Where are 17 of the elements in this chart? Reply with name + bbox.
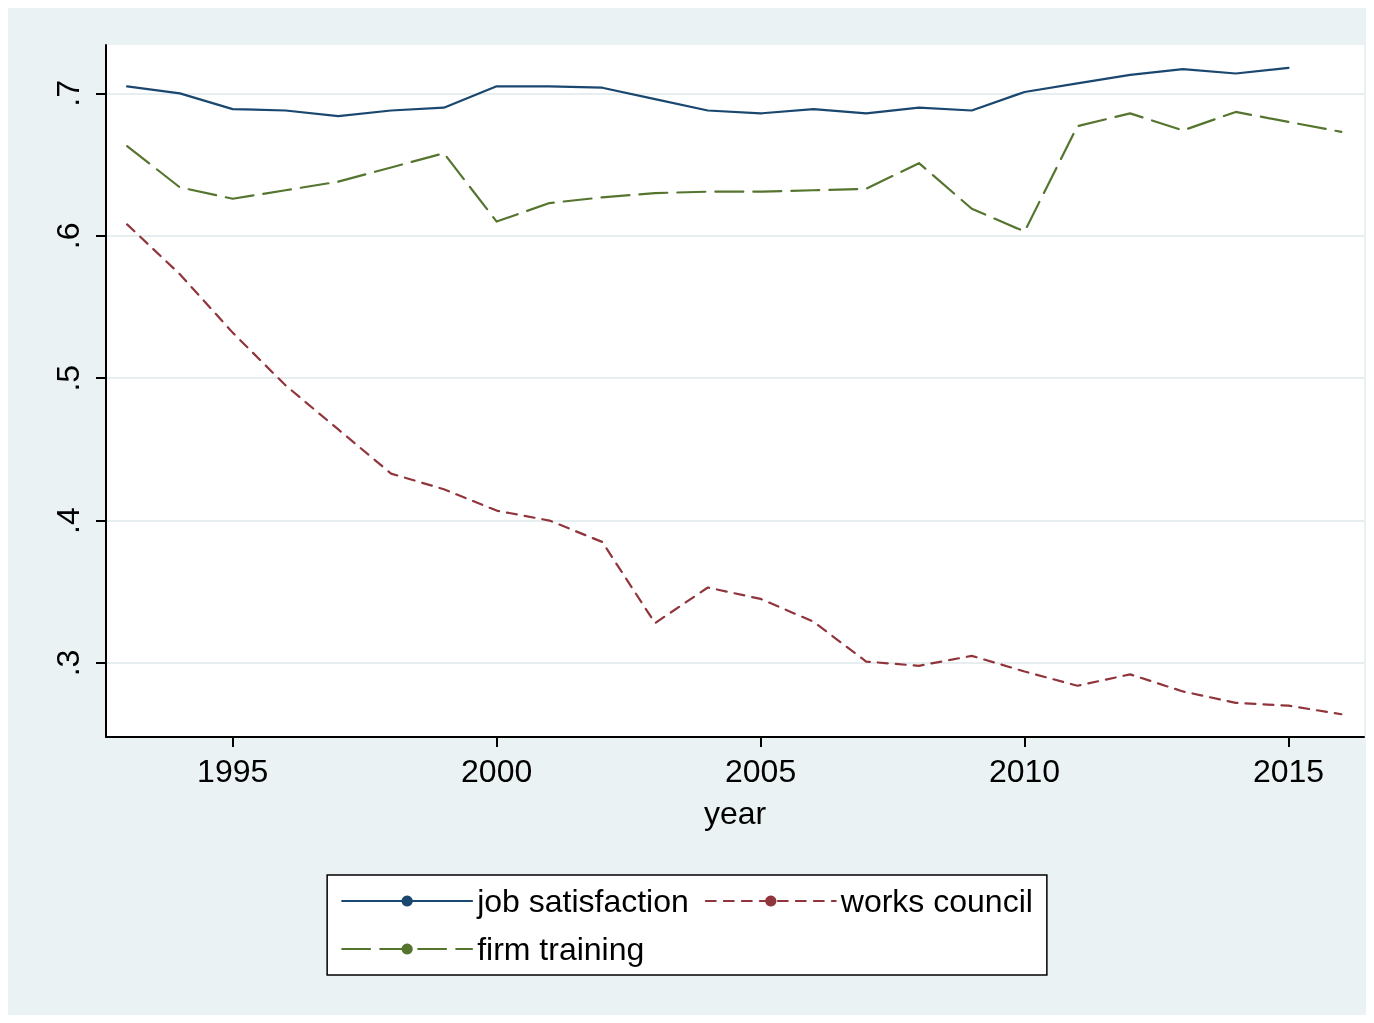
legend-label: job satisfaction <box>476 883 689 919</box>
y-tick-label: .3 <box>50 649 86 677</box>
x-tick-label: 2015 <box>1252 753 1325 789</box>
y-tick-label: .7 <box>50 80 86 107</box>
line-series <box>126 110 1343 233</box>
x-tick-label: 2010 <box>988 753 1061 789</box>
x-axis-title: year <box>703 795 767 831</box>
y-tick-label: .5 <box>50 364 86 392</box>
y-tick-label: .4 <box>50 507 86 534</box>
x-tick-label: 2000 <box>461 753 533 789</box>
y-tick-label: .6 <box>50 222 86 250</box>
legend-label: works council <box>839 883 1033 919</box>
line-series <box>126 66 1290 118</box>
line-series <box>126 223 1343 716</box>
x-tick-label: 2005 <box>725 753 797 789</box>
x-tick-label: 1995 <box>197 753 269 789</box>
legend-label: firm training <box>477 931 645 967</box>
